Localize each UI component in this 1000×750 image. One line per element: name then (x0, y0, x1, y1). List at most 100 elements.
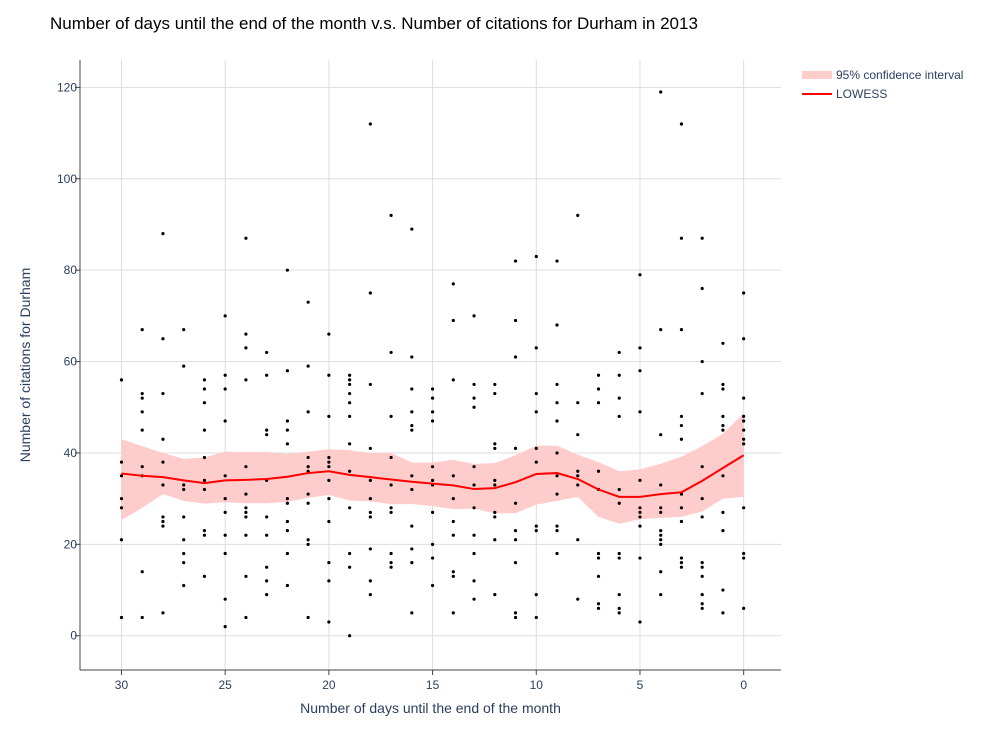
data-point (368, 515, 372, 519)
data-point (119, 506, 124, 510)
data-point (742, 419, 746, 423)
data-point (285, 419, 289, 423)
data-point (285, 501, 289, 505)
data-point (451, 611, 455, 615)
data-point (161, 460, 165, 464)
data-point (534, 254, 538, 259)
data-point (202, 455, 207, 460)
data-point (659, 542, 663, 546)
data-point (389, 483, 393, 487)
data-point (513, 561, 518, 565)
data-point (327, 465, 331, 469)
data-point (161, 524, 165, 528)
data-point (306, 501, 310, 505)
data-point (140, 396, 144, 400)
data-point (389, 510, 393, 514)
data-point (638, 273, 642, 277)
data-point (119, 474, 124, 478)
data-point (638, 556, 642, 560)
data-point (265, 515, 269, 519)
data-point (223, 314, 227, 318)
data-point (534, 615, 538, 620)
data-point (244, 574, 248, 578)
legend[interactable]: 95% confidence interval LOWESS (802, 68, 963, 101)
data-point (368, 446, 372, 450)
data-point (285, 268, 289, 272)
data-point (285, 497, 289, 501)
data-point (679, 327, 684, 332)
data-point (368, 510, 372, 514)
data-point (493, 538, 497, 542)
data-point (285, 519, 289, 524)
data-point (742, 428, 746, 432)
data-point (244, 533, 248, 537)
data-point (223, 551, 227, 556)
data-point (223, 497, 227, 501)
data-point (389, 455, 393, 460)
y-tick-label: 60 (64, 355, 78, 369)
data-point (700, 497, 704, 501)
data-point (659, 327, 663, 332)
data-point (389, 414, 393, 419)
data-point (306, 492, 310, 496)
data-point (576, 213, 580, 217)
data-point (451, 282, 455, 286)
x-axis-title: Number of days until the end of the mont… (300, 700, 561, 716)
data-point (451, 318, 455, 323)
x-tick-label: 25 (218, 678, 232, 692)
data-point (285, 583, 289, 588)
data-point (596, 551, 601, 556)
data-point (161, 515, 165, 519)
data-point (617, 396, 621, 400)
data-point (285, 428, 289, 432)
data-point (638, 369, 642, 373)
data-point (721, 529, 725, 533)
data-point (472, 506, 476, 510)
data-point (721, 611, 725, 615)
data-point (389, 565, 393, 569)
data-point (182, 561, 186, 565)
data-point (265, 565, 269, 569)
data-point (161, 232, 165, 236)
data-point (472, 382, 476, 387)
data-point (534, 460, 538, 464)
data-point (721, 387, 725, 391)
data-point (555, 529, 559, 533)
data-point (306, 465, 310, 469)
data-point (617, 611, 621, 615)
data-point (182, 515, 186, 519)
data-point (389, 213, 393, 217)
data-point (327, 460, 331, 464)
data-point (410, 524, 414, 528)
data-point (617, 373, 621, 377)
data-point (430, 465, 435, 469)
data-point (327, 579, 331, 583)
data-point (513, 318, 518, 323)
data-point (555, 419, 559, 423)
data-point (451, 574, 455, 578)
data-point (617, 350, 621, 355)
data-point (223, 597, 227, 601)
data-point (659, 433, 663, 437)
data-point (306, 538, 310, 542)
data-point (700, 465, 704, 469)
data-point (348, 469, 352, 473)
data-point (348, 378, 352, 382)
data-point (410, 428, 414, 432)
chart-title: Number of days until the end of the mont… (50, 14, 698, 33)
x-axis-ticks: 30 25 20 15 10 5 0 (115, 670, 747, 692)
data-point (596, 469, 601, 473)
data-point (410, 561, 414, 565)
x-tick-label: 20 (322, 678, 336, 692)
data-point (700, 236, 704, 240)
data-point (306, 615, 310, 620)
data-point (202, 478, 207, 482)
data-point (472, 314, 476, 318)
data-point (119, 460, 124, 464)
data-point (451, 519, 455, 524)
data-point (306, 542, 310, 546)
data-point (472, 597, 476, 601)
confidence-band (121, 413, 744, 524)
data-point (700, 515, 704, 519)
